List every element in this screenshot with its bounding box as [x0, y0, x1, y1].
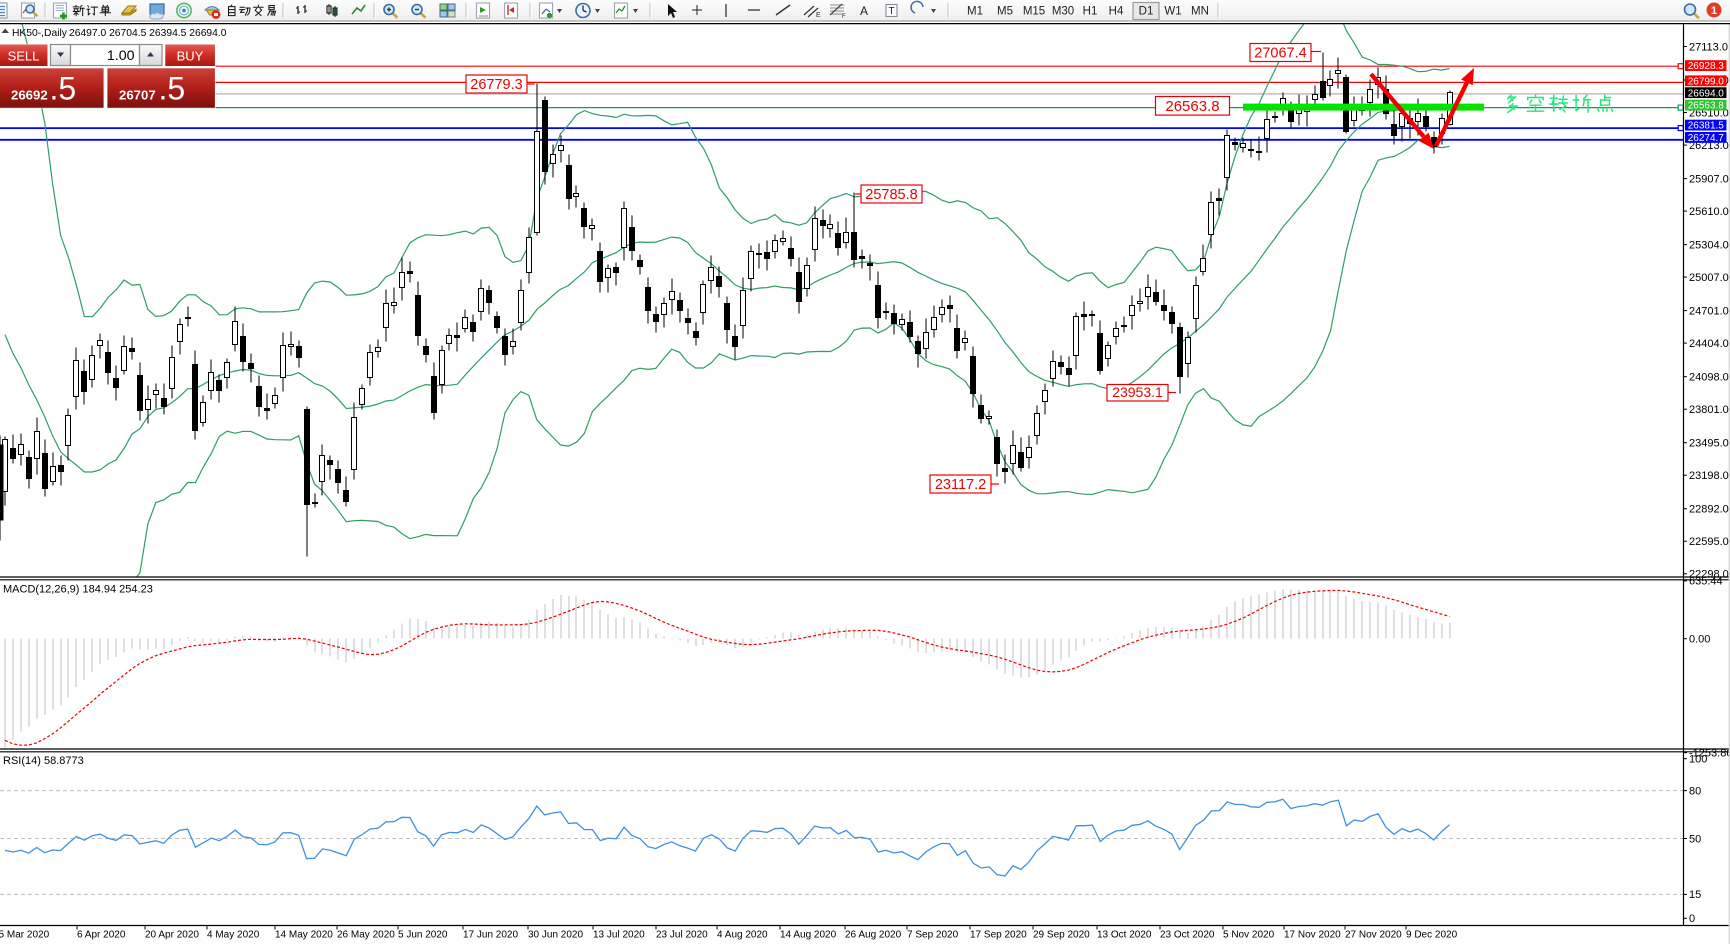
svg-text:MACD(12,26,9) 184.94 254.23: MACD(12,26,9) 184.94 254.23	[3, 584, 153, 596]
svg-text:A: A	[860, 4, 868, 18]
svg-text:24701.0: 24701.0	[1689, 305, 1729, 317]
svg-text:M1: M1	[967, 6, 983, 18]
svg-text:25907.0: 25907.0	[1689, 173, 1729, 185]
svg-text:25785.8: 25785.8	[865, 187, 917, 203]
svg-text:27067.4: 27067.4	[1254, 45, 1306, 61]
svg-text:25304.0: 25304.0	[1689, 239, 1729, 251]
svg-text:27113.0: 27113.0	[1689, 41, 1728, 53]
svg-text:F: F	[842, 14, 846, 20]
svg-text:100: 100	[1689, 754, 1707, 766]
svg-text:1.00: 1.00	[107, 48, 135, 64]
svg-text:W1: W1	[1164, 6, 1181, 18]
svg-text:26274.7: 26274.7	[1688, 133, 1725, 144]
svg-text:29 Sep 2020: 29 Sep 2020	[1033, 930, 1090, 941]
svg-text:H4: H4	[1109, 6, 1124, 18]
svg-text:24098.0: 24098.0	[1689, 372, 1729, 384]
svg-text:26799.0: 26799.0	[1688, 76, 1725, 87]
svg-text:23 Oct 2020: 23 Oct 2020	[1160, 930, 1215, 941]
svg-text:26 May 2020: 26 May 2020	[337, 930, 395, 941]
svg-text:26563.8: 26563.8	[1688, 101, 1725, 112]
svg-text:25 Mar 2020: 25 Mar 2020	[0, 930, 50, 941]
svg-text:23801.0: 23801.0	[1689, 404, 1729, 416]
svg-text:.5: .5	[159, 70, 186, 106]
svg-text:0.00: 0.00	[1689, 634, 1710, 646]
svg-text:-1253.86: -1253.86	[1689, 748, 1730, 760]
svg-text:4 Aug 2020: 4 Aug 2020	[717, 930, 768, 941]
svg-text:4 May 2020: 4 May 2020	[207, 930, 260, 941]
svg-text:5 Jun 2020: 5 Jun 2020	[398, 930, 448, 941]
svg-text:1: 1	[1711, 5, 1717, 17]
svg-text:SELL: SELL	[8, 49, 40, 64]
svg-text:22595.0: 22595.0	[1689, 536, 1729, 548]
svg-text:26381.5: 26381.5	[1688, 121, 1725, 132]
svg-text:5 Nov 2020: 5 Nov 2020	[1223, 930, 1275, 941]
svg-text:26692: 26692	[11, 87, 48, 102]
svg-text:20 Apr 2020: 20 Apr 2020	[145, 930, 199, 941]
svg-text:23198.0: 23198.0	[1689, 470, 1729, 482]
svg-text:13 Oct 2020: 13 Oct 2020	[1097, 930, 1152, 941]
svg-text:7 Sep 2020: 7 Sep 2020	[907, 930, 959, 941]
svg-text:23 Jul 2020: 23 Jul 2020	[656, 930, 708, 941]
svg-text:50: 50	[1689, 833, 1701, 845]
svg-text:0: 0	[1689, 913, 1695, 925]
svg-text:.5: .5	[50, 70, 77, 106]
svg-text:17 Jun 2020: 17 Jun 2020	[463, 930, 518, 941]
svg-text:BUY: BUY	[177, 49, 204, 64]
svg-text:26563.8: 26563.8	[1165, 98, 1219, 115]
svg-text:MN: MN	[1191, 6, 1209, 18]
svg-text:26779.3: 26779.3	[470, 77, 522, 93]
svg-text:H1: H1	[1083, 6, 1098, 18]
svg-text:26928.3: 26928.3	[1688, 61, 1725, 72]
svg-text:635.44: 635.44	[1689, 576, 1723, 588]
svg-text:9 Dec 2020: 9 Dec 2020	[1406, 930, 1458, 941]
svg-text:23953.1: 23953.1	[1112, 384, 1163, 400]
svg-text:22892.0: 22892.0	[1689, 504, 1729, 516]
svg-text:23495.0: 23495.0	[1689, 438, 1729, 450]
svg-text:30 Jun 2020: 30 Jun 2020	[528, 930, 583, 941]
svg-text:M5: M5	[997, 6, 1013, 18]
svg-text:26694.0: 26694.0	[1688, 88, 1725, 99]
svg-text:17 Sep 2020: 17 Sep 2020	[970, 930, 1027, 941]
svg-text:14 Aug 2020: 14 Aug 2020	[780, 930, 837, 941]
svg-text:T: T	[888, 6, 894, 17]
svg-text:HK50-,Daily: HK50-,Daily	[12, 28, 68, 39]
svg-text:15: 15	[1689, 889, 1701, 901]
svg-text:M30: M30	[1052, 6, 1074, 18]
svg-text:D1: D1	[1139, 6, 1154, 18]
svg-text:RSI(14) 58.8773: RSI(14) 58.8773	[3, 755, 84, 767]
svg-text:14 May 2020: 14 May 2020	[275, 930, 333, 941]
svg-text:23117.2: 23117.2	[935, 477, 986, 493]
svg-text:27 Nov 2020: 27 Nov 2020	[1345, 930, 1402, 941]
svg-text:26213.0: 26213.0	[1689, 140, 1729, 152]
svg-text:26497.0 26704.5 26394.5 26694.: 26497.0 26704.5 26394.5 26694.0	[69, 28, 227, 39]
svg-text:26 Aug 2020: 26 Aug 2020	[845, 930, 902, 941]
svg-text:25610.0: 25610.0	[1689, 206, 1729, 218]
svg-text:26707: 26707	[119, 87, 156, 102]
svg-text:25007.0: 25007.0	[1689, 272, 1729, 284]
svg-text:13 Jul 2020: 13 Jul 2020	[593, 930, 645, 941]
svg-text:E: E	[816, 12, 821, 19]
svg-text:17 Nov 2020: 17 Nov 2020	[1284, 930, 1341, 941]
svg-text:6 Apr 2020: 6 Apr 2020	[77, 930, 126, 941]
svg-text:80: 80	[1689, 785, 1701, 797]
svg-text:24404.0: 24404.0	[1689, 338, 1729, 350]
svg-text:M15: M15	[1023, 6, 1045, 18]
